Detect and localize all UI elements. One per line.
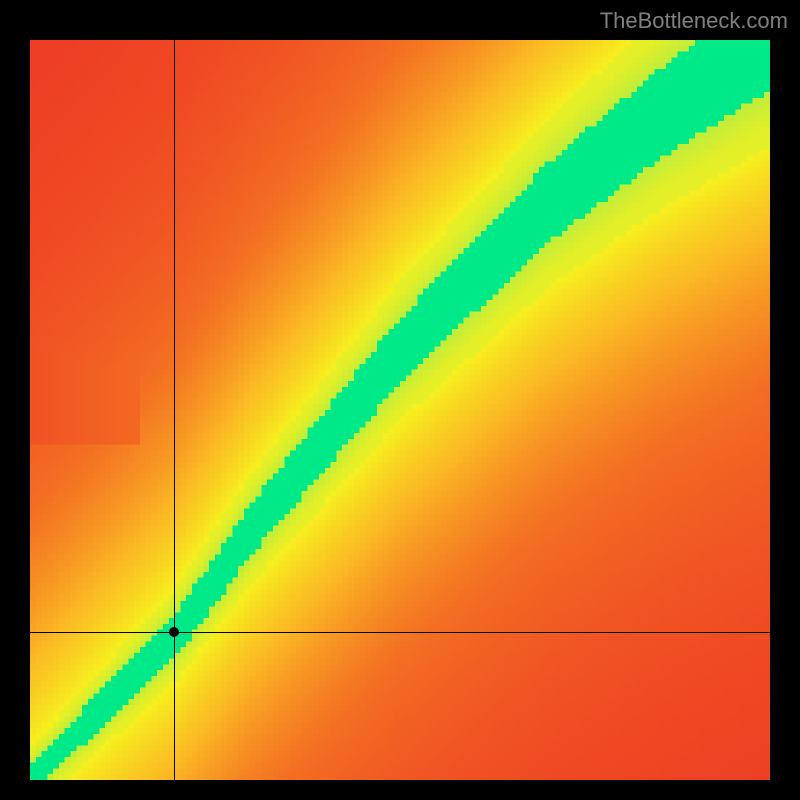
data-point-marker: [169, 627, 179, 637]
watermark-text: TheBottleneck.com: [600, 8, 788, 34]
heatmap-canvas: [30, 40, 770, 780]
heatmap-plot: [30, 40, 770, 780]
crosshair-horizontal: [30, 632, 770, 633]
chart-container: TheBottleneck.com: [0, 0, 800, 800]
crosshair-vertical: [174, 40, 175, 780]
